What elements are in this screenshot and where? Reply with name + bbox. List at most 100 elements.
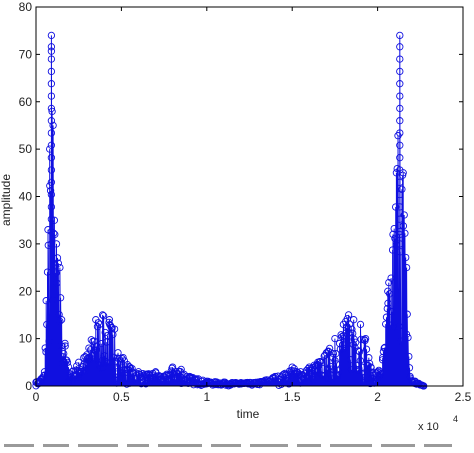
data-point xyxy=(403,310,411,318)
data-point xyxy=(86,354,94,362)
caption-fragment xyxy=(424,444,452,447)
caption-fragment xyxy=(78,444,118,447)
data-point xyxy=(46,187,55,195)
data-point xyxy=(46,145,54,153)
data-point xyxy=(395,230,404,239)
data-point xyxy=(99,312,108,320)
cropped-caption-fragment xyxy=(0,434,474,448)
data-point xyxy=(56,294,65,302)
y-tick-label: 20 xyxy=(19,284,33,298)
caption-fragment xyxy=(211,444,241,447)
data-point xyxy=(52,269,60,277)
data-point xyxy=(47,129,56,137)
data-point xyxy=(396,141,404,149)
data-point xyxy=(396,190,404,199)
data-point xyxy=(47,55,56,63)
data-point xyxy=(109,353,118,362)
data-point xyxy=(47,80,56,88)
data-point xyxy=(75,358,83,366)
data-point xyxy=(396,80,404,88)
caption-fragment xyxy=(4,444,34,447)
x-tick-label: 2 xyxy=(374,390,381,404)
data-point xyxy=(40,368,49,376)
data-point xyxy=(378,370,386,378)
data-point xyxy=(332,350,340,358)
data-point xyxy=(63,358,72,367)
x-tick-label: 0 xyxy=(33,390,40,404)
data-point xyxy=(99,364,107,372)
data-point xyxy=(396,203,404,211)
data-point xyxy=(331,334,339,343)
data-point xyxy=(40,372,48,380)
data-point xyxy=(47,43,56,51)
data-point xyxy=(60,349,68,358)
series-line xyxy=(35,35,424,388)
data-point xyxy=(400,211,408,219)
data-point xyxy=(80,369,89,377)
data-point xyxy=(43,268,52,276)
x-tick-label: 0.5 xyxy=(113,390,130,404)
data-point xyxy=(362,345,371,353)
data-point xyxy=(346,356,355,364)
data-point xyxy=(110,325,119,333)
data-point xyxy=(309,376,318,384)
data-point xyxy=(104,359,112,367)
data-point xyxy=(47,31,56,40)
data-point xyxy=(375,371,384,380)
caption-fragment xyxy=(158,444,202,447)
data-point xyxy=(49,296,57,304)
data-point xyxy=(57,316,66,324)
data-point xyxy=(118,355,126,363)
y-tick-label: 50 xyxy=(19,142,33,156)
data-point xyxy=(366,379,374,388)
data-point xyxy=(47,215,56,223)
data-point xyxy=(395,322,403,330)
data-point xyxy=(396,178,404,186)
y-axis-label: amplitude xyxy=(0,174,13,226)
data-point xyxy=(60,358,69,366)
data-point xyxy=(332,360,341,368)
data-point xyxy=(281,369,289,378)
data-point xyxy=(382,313,391,321)
data-point xyxy=(186,372,194,381)
data-point xyxy=(396,43,404,51)
data-point xyxy=(162,371,170,380)
data-point xyxy=(50,229,58,237)
data-point xyxy=(45,337,53,345)
data-point xyxy=(399,222,408,230)
x-tick-label: 2.5 xyxy=(455,390,472,404)
data-point xyxy=(89,355,98,363)
data-point xyxy=(390,224,398,233)
data-point xyxy=(396,55,404,63)
caption-fragment xyxy=(127,444,149,447)
data-point xyxy=(54,259,62,267)
data-point xyxy=(402,263,411,272)
data-point xyxy=(360,335,368,344)
data-point xyxy=(57,342,66,350)
caption-fragment xyxy=(381,444,415,447)
data-point xyxy=(43,320,51,329)
data-point xyxy=(288,363,296,371)
data-point xyxy=(56,263,64,272)
data-point xyxy=(98,311,107,319)
data-point xyxy=(365,359,374,368)
data-point xyxy=(355,348,364,356)
data-series xyxy=(32,31,428,390)
data-point xyxy=(96,320,104,328)
data-point xyxy=(338,333,346,341)
data-point xyxy=(92,346,100,354)
data-point xyxy=(97,339,105,348)
data-point xyxy=(381,343,389,352)
data-point xyxy=(47,240,56,248)
data-point xyxy=(367,363,375,372)
data-point xyxy=(379,347,388,356)
data-point xyxy=(382,320,390,328)
data-point xyxy=(142,380,150,388)
data-point xyxy=(396,104,404,113)
data-point xyxy=(396,240,404,248)
data-point xyxy=(322,373,331,382)
data-point xyxy=(47,47,56,55)
x-exponent-label: x 10 xyxy=(418,421,439,433)
data-point xyxy=(404,333,412,342)
data-point xyxy=(396,31,404,40)
